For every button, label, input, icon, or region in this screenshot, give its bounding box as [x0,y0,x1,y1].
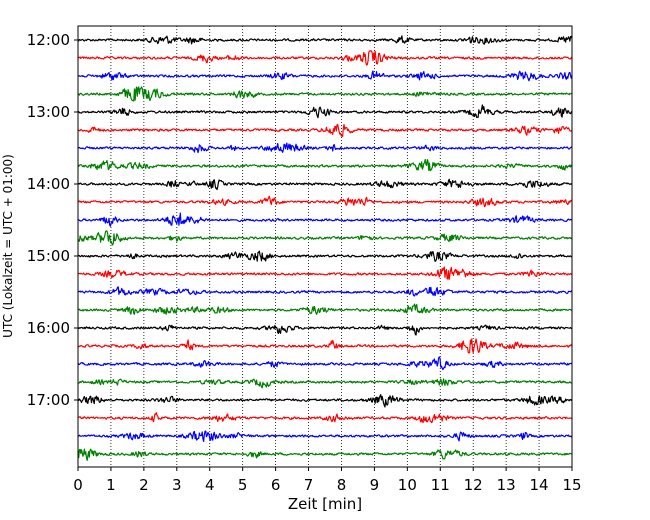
trace-line [77,338,573,354]
x-tick-label: 9 [370,476,380,494]
trace-line [77,123,573,137]
y-tick-label: 14:00 [27,175,70,193]
trace-line [77,230,573,246]
trace-line [77,303,573,315]
trace-line [77,70,573,82]
x-tick-label: 6 [271,476,281,494]
x-axis: 0 1 2 3 4 5 6 7 8 9 10 11 12 13 14 15 [73,467,582,494]
trace-line [77,448,573,461]
x-tick-label: 1 [106,476,116,494]
trace-line [77,266,573,280]
x-tick-label: 14 [530,476,549,494]
y-tick-label: 13:00 [27,103,70,121]
trace-line [77,50,573,66]
y-axis-label: UTC (Lokalzeit = UTC + 01:00) [1,154,15,338]
x-axis-label: Zeit [min] [288,495,362,513]
y-tick-label: 15:00 [27,247,70,265]
trace-line [77,286,573,297]
trace-line [77,394,573,408]
trace-line [77,412,573,424]
x-tick-label: 11 [431,476,450,494]
trace-line [77,324,573,336]
trace-line [77,142,573,154]
trace-line [77,104,573,119]
plot-frame [77,25,573,468]
y-axis: 12:00 13:00 14:00 15:00 16:00 17:00 [27,31,78,409]
trace-line [77,178,573,191]
trace-group [77,35,573,461]
x-tick-label: 3 [172,476,182,494]
x-tick-label: 4 [205,476,215,494]
x-tick-label: 10 [398,476,417,494]
trace-line [77,158,573,172]
x-tick-label: 13 [497,476,516,494]
trace-line [77,250,573,262]
x-tick-label: 15 [562,476,581,494]
x-tick-label: 2 [139,476,149,494]
y-tick-label: 16:00 [27,319,70,337]
x-tick-label: 12 [464,476,483,494]
trace-line [77,212,573,227]
trace-line [77,35,573,45]
y-tick-label: 17:00 [27,391,70,409]
trace-line [77,430,573,442]
x-tick-label: 7 [304,476,314,494]
x-tick-label: 0 [73,476,83,494]
x-tick-label: 8 [337,476,347,494]
trace-line [77,356,573,371]
trace-line [77,86,573,102]
x-tick-label: 5 [238,476,248,494]
trace-line [77,378,573,389]
trace-line [77,195,573,208]
y-tick-label: 12:00 [27,31,70,49]
